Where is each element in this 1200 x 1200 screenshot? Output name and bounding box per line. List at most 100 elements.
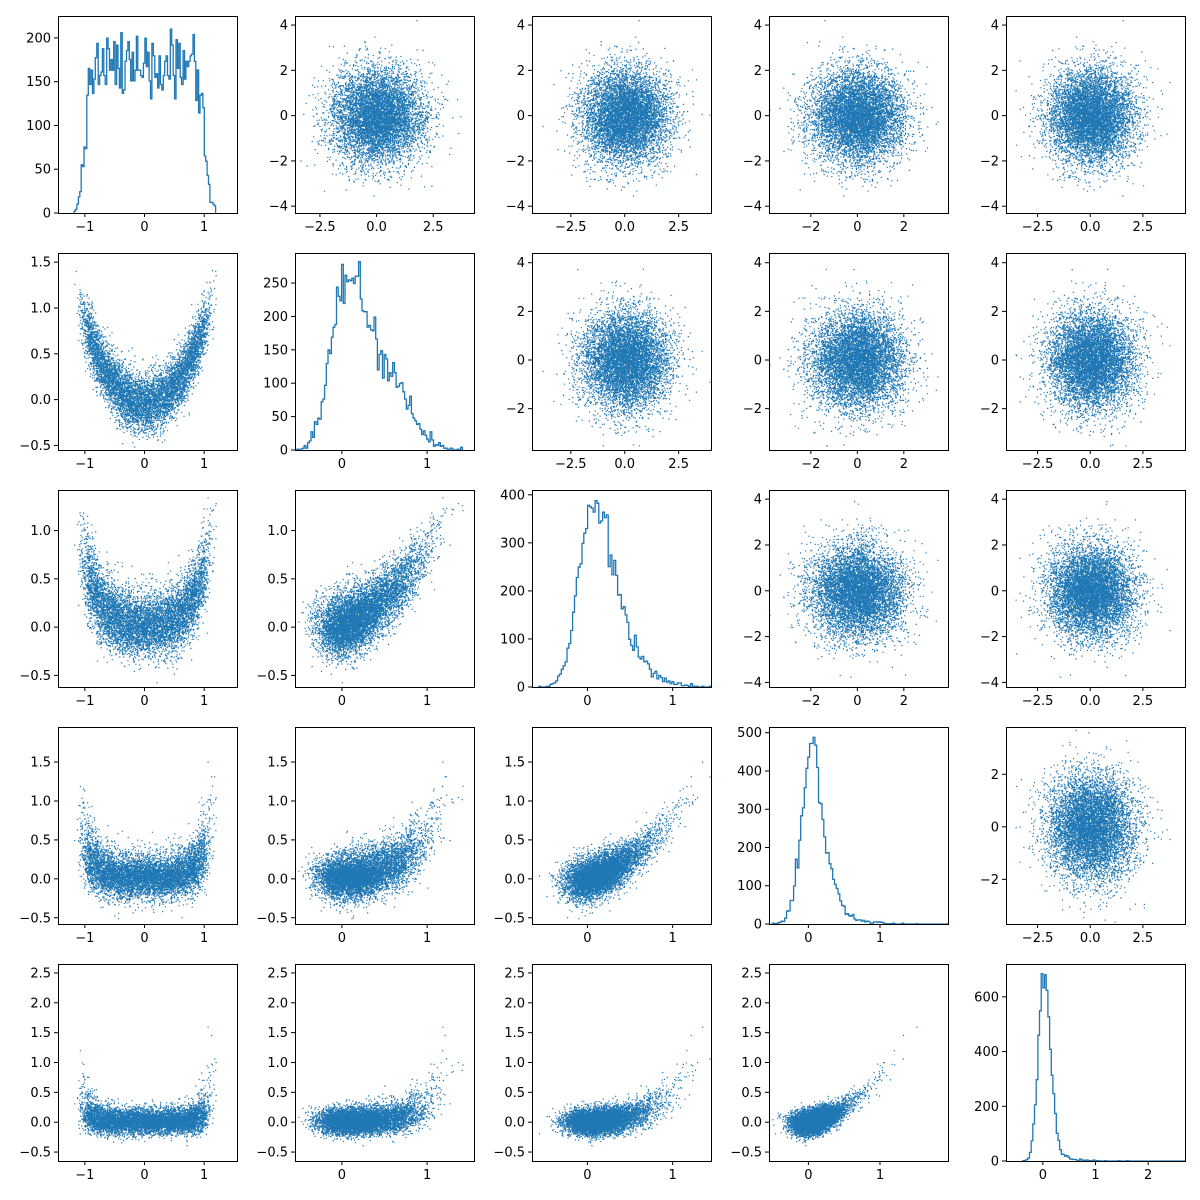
y-tick-label: −0.5 xyxy=(493,1146,525,1161)
x-tick-label: 0.0 xyxy=(1080,457,1101,472)
y-tick-label: 150 xyxy=(26,75,51,90)
y-tick-label: 2.0 xyxy=(267,996,288,1011)
y-tick-label: 2 xyxy=(991,538,999,553)
y-tick-label: −2 xyxy=(980,154,999,169)
x-tick-label: −2.5 xyxy=(1022,694,1054,709)
x-tick-label: 1 xyxy=(876,931,884,946)
y-tick-label: 4 xyxy=(754,256,762,271)
x-tick-label: 0.0 xyxy=(366,220,387,235)
x-tick-label: 2.5 xyxy=(668,457,689,472)
x-tick-label: 0.0 xyxy=(1080,931,1101,946)
y-tick-label: −4 xyxy=(506,200,525,215)
y-tick-label: 2 xyxy=(991,768,999,783)
y-tick-label: 1.5 xyxy=(267,1026,288,1041)
y-tick-label: 1.0 xyxy=(267,1056,288,1071)
y-tick-label: 0 xyxy=(991,1155,999,1170)
x-tick-label: 2 xyxy=(1144,1168,1152,1183)
y-tick-label: 1.5 xyxy=(30,756,51,771)
y-tick-label: 1.0 xyxy=(267,794,288,809)
x-tick-label: 0.0 xyxy=(1080,220,1101,235)
y-tick-label: 0.5 xyxy=(267,1086,288,1101)
y-tick-label: 2 xyxy=(754,538,762,553)
y-tick-label: 200 xyxy=(974,1100,999,1115)
y-tick-label: 2 xyxy=(280,64,288,79)
y-tick-label: 1.0 xyxy=(741,1056,762,1071)
y-tick-label: 0 xyxy=(754,109,762,124)
x-tick-label: 0 xyxy=(338,457,346,472)
x-tick-label: −2 xyxy=(801,694,820,709)
x-tick-label: 2 xyxy=(900,457,908,472)
x-tick-label: 1 xyxy=(200,931,208,946)
x-tick-label: 0.0 xyxy=(1080,694,1101,709)
y-tick-label: 0.5 xyxy=(30,572,51,587)
y-tick-label: 0 xyxy=(517,109,525,124)
x-tick-label: 0 xyxy=(338,1168,346,1183)
y-tick-label: 300 xyxy=(500,536,525,551)
x-tick-label: 0.0 xyxy=(614,220,635,235)
x-tick-label: −2.5 xyxy=(1022,220,1054,235)
y-tick-label: −2 xyxy=(506,154,525,169)
y-tick-label: 200 xyxy=(500,584,525,599)
y-tick-label: 1.0 xyxy=(30,1056,51,1071)
x-tick-label: 0 xyxy=(140,220,148,235)
y-tick-label: 1.0 xyxy=(504,794,525,809)
y-tick-label: −0.5 xyxy=(256,1146,288,1161)
y-tick-label: 2.0 xyxy=(30,996,51,1011)
x-tick-label: 1 xyxy=(1091,1168,1099,1183)
y-tick-label: −2 xyxy=(980,630,999,645)
y-tick-label: 0.0 xyxy=(504,872,525,887)
y-tick-label: −2 xyxy=(743,630,762,645)
y-tick-label: 2.5 xyxy=(741,966,762,981)
y-tick-label: 4 xyxy=(991,256,999,271)
y-tick-label: −2 xyxy=(506,402,525,417)
x-tick-label: 0 xyxy=(338,694,346,709)
y-tick-label: 300 xyxy=(737,803,762,818)
y-tick-label: 2 xyxy=(991,305,999,320)
y-tick-label: 50 xyxy=(34,163,51,178)
y-tick-label: 200 xyxy=(26,31,51,46)
x-tick-label: 1 xyxy=(669,931,677,946)
y-tick-label: 1.5 xyxy=(504,756,525,771)
y-tick-label: 50 xyxy=(271,410,288,425)
y-tick-label: 0 xyxy=(991,109,999,124)
y-tick-label: 400 xyxy=(737,764,762,779)
y-tick-label: 0.0 xyxy=(741,1116,762,1131)
y-tick-label: 0 xyxy=(280,444,288,459)
x-tick-label: 0 xyxy=(804,931,812,946)
y-tick-label: 2 xyxy=(517,64,525,79)
y-tick-label: −0.5 xyxy=(493,911,525,926)
y-tick-label: 400 xyxy=(974,1045,999,1060)
y-tick-label: −2 xyxy=(980,873,999,888)
x-tick-label: 0 xyxy=(853,694,861,709)
x-tick-label: 2.5 xyxy=(668,220,689,235)
y-tick-label: 4 xyxy=(517,19,525,34)
x-tick-label: −1 xyxy=(75,931,94,946)
y-tick-label: 1.5 xyxy=(504,1026,525,1041)
x-tick-label: 1 xyxy=(669,1168,677,1183)
y-tick-label: 1.0 xyxy=(267,524,288,539)
x-tick-label: −2.5 xyxy=(1022,457,1054,472)
x-tick-label: 2.5 xyxy=(1133,694,1154,709)
y-tick-label: 1.5 xyxy=(30,1026,51,1041)
y-tick-label: 4 xyxy=(754,19,762,34)
y-tick-label: −0.5 xyxy=(256,911,288,926)
x-tick-label: 2.5 xyxy=(1133,931,1154,946)
y-tick-label: −0.5 xyxy=(19,911,51,926)
x-tick-label: 1 xyxy=(200,1168,208,1183)
y-tick-label: 2.5 xyxy=(504,966,525,981)
x-tick-label: −2.5 xyxy=(555,220,587,235)
y-tick-label: 150 xyxy=(263,343,288,358)
y-tick-label: −2 xyxy=(980,402,999,417)
y-tick-label: 4 xyxy=(991,493,999,508)
y-tick-label: 0 xyxy=(991,820,999,835)
y-tick-label: 1.0 xyxy=(30,794,51,809)
y-tick-label: 250 xyxy=(263,277,288,292)
x-tick-label: 0 xyxy=(583,694,591,709)
y-tick-label: −0.5 xyxy=(19,1146,51,1161)
y-tick-label: 100 xyxy=(26,119,51,134)
y-tick-label: 0.5 xyxy=(504,833,525,848)
y-tick-label: 0.0 xyxy=(504,1116,525,1131)
y-tick-label: 100 xyxy=(500,632,525,647)
y-tick-label: −2 xyxy=(269,154,288,169)
y-tick-label: −2 xyxy=(743,154,762,169)
